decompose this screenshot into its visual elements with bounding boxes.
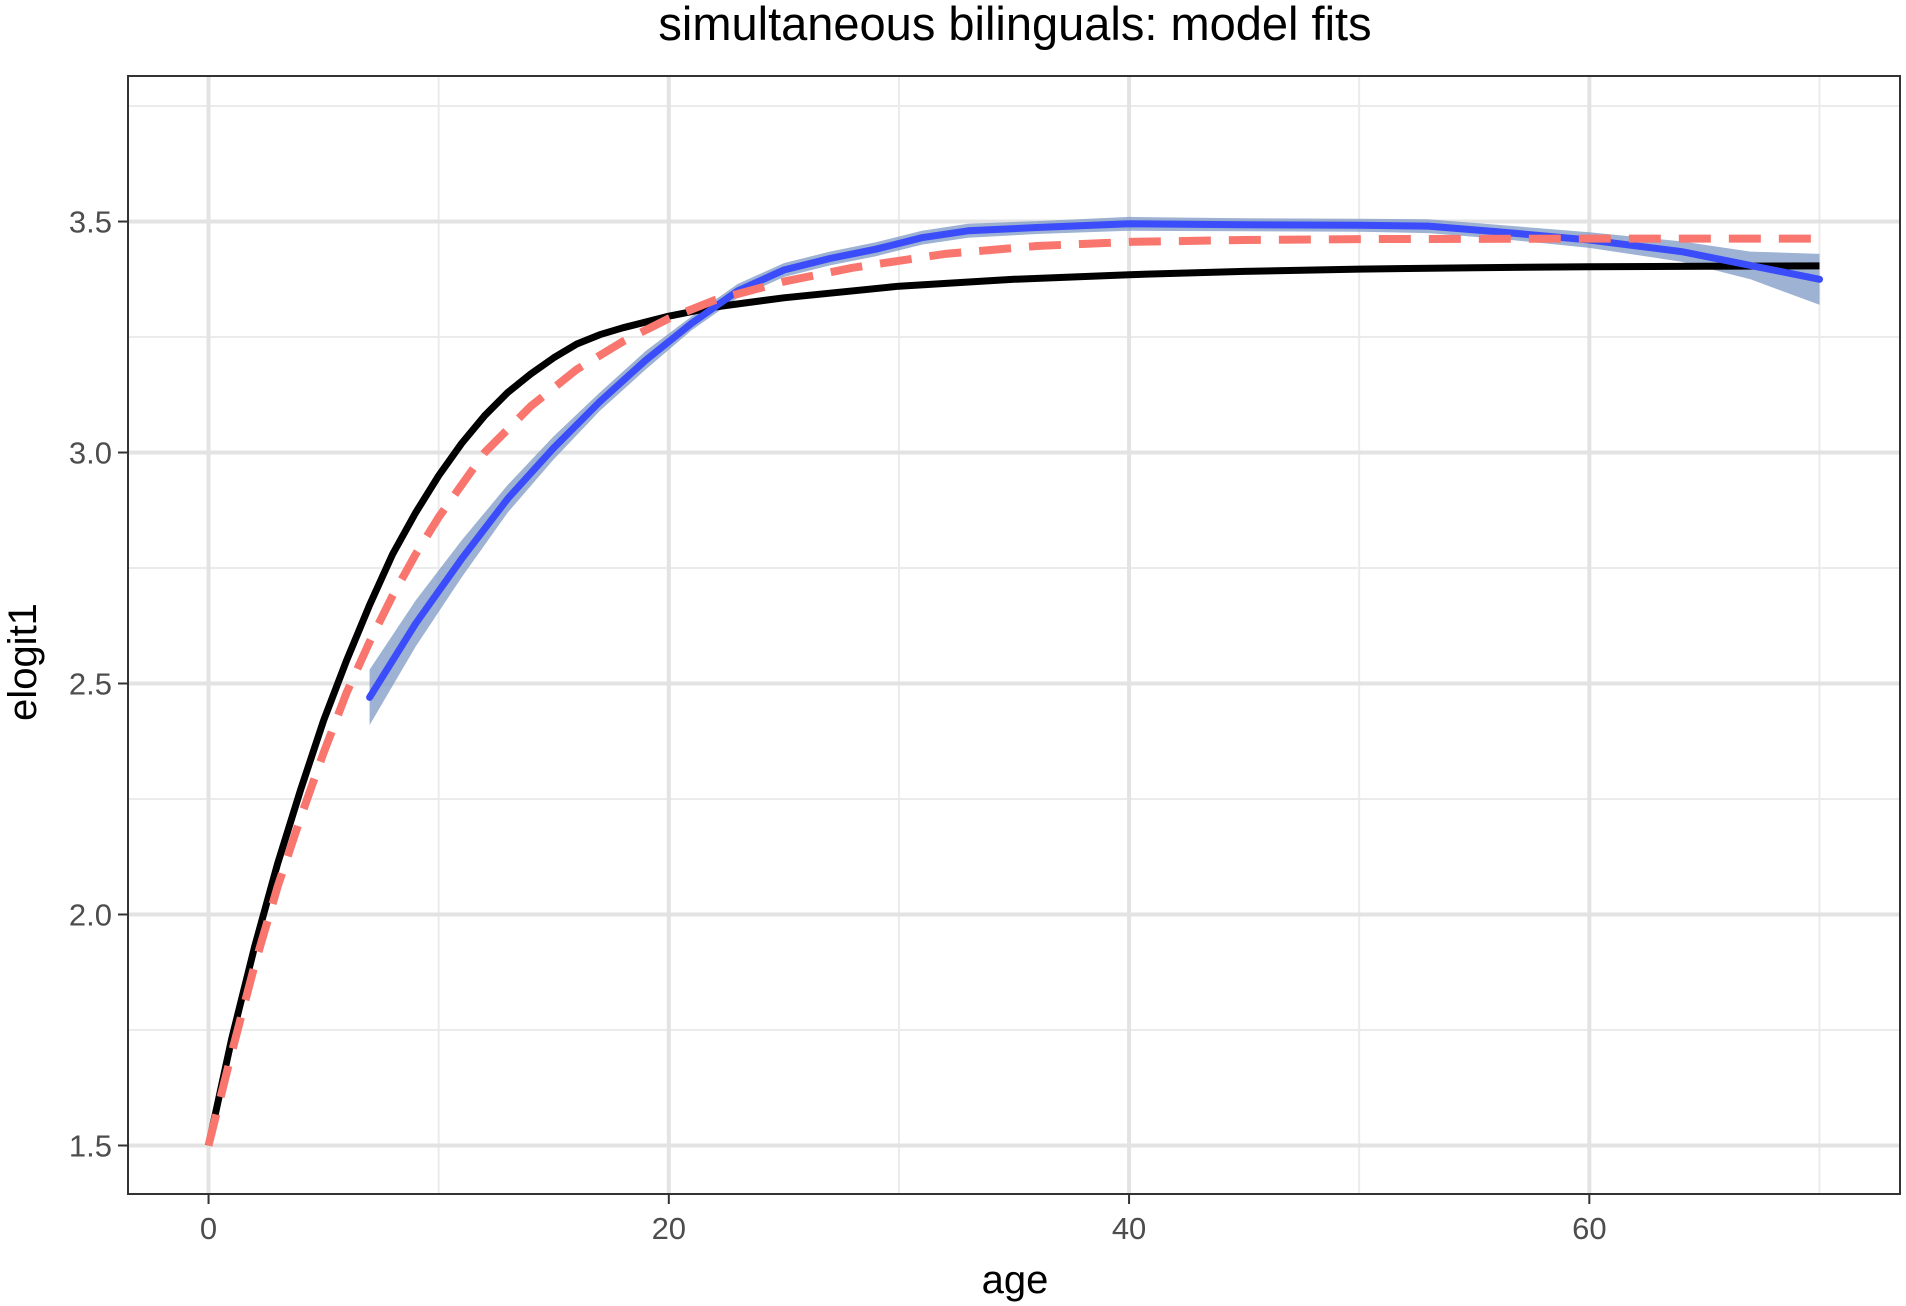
plot-panel-border: [127, 75, 1901, 1195]
y-axis-title: elogit1: [1, 603, 45, 721]
x-tick-label: 20: [652, 1211, 686, 1246]
series-line-dashed: [204, 234, 1820, 1147]
series-layer: [204, 220, 1823, 1147]
y-tick-label: 2.5: [69, 667, 112, 702]
y-tick-label: 1.5: [69, 1128, 112, 1163]
y-tick-label: 3.0: [69, 436, 112, 471]
x-tick-label: 0: [200, 1211, 217, 1246]
y-tick-label: 3.5: [69, 205, 112, 240]
y-tick-label: 2.0: [69, 898, 112, 933]
series-line-smooth: [366, 220, 1823, 701]
grid-layer: [128, 76, 1900, 1194]
x-axis-title: age: [982, 1258, 1049, 1302]
chart-title: simultaneous bilinguals: model fits: [658, 0, 1371, 50]
series-line-solid: [205, 262, 1820, 1147]
x-tick-label: 40: [1112, 1211, 1146, 1246]
x-tick-label: 60: [1572, 1211, 1606, 1246]
axis-ticks-layer: 0 20 40 60 1.5 2.0 2.5 3.0 3.5: [69, 205, 1607, 1246]
